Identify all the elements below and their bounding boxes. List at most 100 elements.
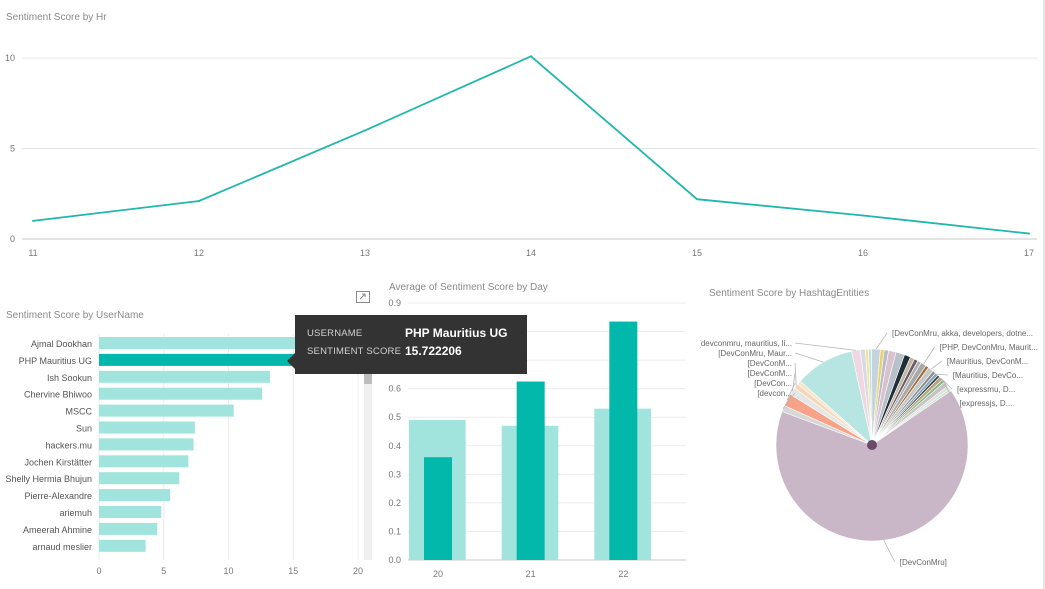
hashtag-leader-line (794, 362, 797, 387)
hashtag-leader-line (794, 342, 856, 351)
hr-data-point (530, 55, 532, 58)
hashtag-slice (871, 388, 952, 446)
day-y-tick-label: 0.9 (388, 298, 401, 308)
username-category-label: Ameerah Ahmine (23, 525, 92, 535)
username-x-tick-label: 10 (223, 566, 233, 576)
username-category-label: hackers.mu (45, 440, 92, 450)
hashtag-leader-line (923, 346, 935, 365)
hashtag-leader-line (786, 382, 796, 401)
hashtag-leader-line (875, 332, 888, 350)
hr-x-tick-label: 13 (360, 248, 370, 258)
username-bar (99, 455, 189, 468)
username-bar (99, 353, 303, 366)
bar-chart-scrollbar[interactable] (364, 340, 372, 560)
username-category-label: Pierre-Alexandre (24, 491, 92, 501)
hashtag-slice-label: [DevCon... (754, 379, 792, 388)
username-bar (99, 404, 234, 417)
username-bar (99, 522, 158, 535)
hr-x-tick-label: 14 (526, 248, 536, 258)
hashtag-leader-line (940, 378, 953, 390)
hr-y-tick-label: 10 (5, 53, 15, 63)
username-bar (99, 438, 194, 451)
day-y-tick-label: 0.4 (388, 441, 401, 451)
username-bar (99, 387, 263, 400)
username-category-label: MSCC (66, 407, 93, 417)
username-category-label: arnaud meslier (32, 542, 92, 552)
username-chart-title: Sentiment Score by UserName (6, 310, 144, 321)
hashtag-leader-line (782, 392, 796, 409)
hr-data-point (862, 214, 864, 217)
pie-center-dot (867, 440, 877, 450)
hashtag-slice-label: [Mauritius, DevConM... (947, 357, 1028, 366)
day-x-tick-label: 21 (526, 569, 536, 579)
hashtag-pie-chart[interactable]: [devconmru, mauritius, li...[DevConMru, … (700, 300, 1043, 589)
day-x-tick-label: 22 (618, 569, 628, 579)
username-bar (99, 337, 346, 349)
hashtag-slice-label: [DevConMru, Maur... (718, 349, 792, 358)
bar-chart-scroll-thumb[interactable] (364, 372, 372, 384)
hashtag-slice-label: [DevConM... (748, 359, 792, 368)
username-category-label: ariemuh (59, 508, 92, 518)
hr-x-tick-label: 17 (1024, 248, 1034, 258)
day-bar (424, 457, 452, 560)
page-edge-divider (1043, 0, 1045, 589)
hr-data-point (198, 200, 200, 203)
hashtag-leader-line (943, 380, 955, 404)
tooltip-username-value: PHP Mauritius UG (405, 326, 508, 340)
hr-data-point (1028, 232, 1030, 235)
username-bar (99, 370, 270, 383)
username-x-tick-label: 15 (288, 566, 298, 576)
username-x-tick-label: 0 (96, 566, 101, 576)
focus-mode-icon[interactable] (356, 291, 370, 303)
hashtag-leader-line (930, 360, 943, 370)
day-bar (516, 381, 545, 560)
day-chart-title: Average of Sentiment Score by Day (389, 282, 548, 293)
hashtag-slice-label: [DevConMru] (900, 558, 947, 567)
username-bar (99, 539, 146, 552)
username-category-label: Shelly Hermia Bhujun (5, 474, 92, 484)
tooltip-score-value: 15.722206 (405, 344, 462, 358)
hr-y-tick-label: 0 (10, 234, 15, 244)
hashtag-slice-label: [devcon... (757, 389, 792, 398)
bar-tooltip: USERNAME PHP Mauritius UG SENTIMENT SCOR… (287, 315, 527, 374)
day-y-tick-label: 0.6 (388, 384, 401, 394)
day-bar (609, 321, 638, 560)
day-y-tick-label: 0.5 (388, 412, 401, 422)
username-bar (99, 506, 162, 518)
username-bar (99, 489, 171, 502)
username-bar (99, 472, 180, 485)
hr-y-tick-label: 5 (10, 144, 15, 154)
username-x-tick-label: 20 (353, 566, 363, 576)
username-category-label: Sun (76, 424, 92, 434)
hr-x-tick-label: 12 (194, 248, 204, 258)
tooltip-pointer (287, 353, 295, 369)
hr-series-line (32, 55, 1030, 235)
username-category-label: Ish Sookun (47, 373, 92, 383)
hr-x-tick-label: 16 (858, 248, 868, 258)
hashtag-slice-label: [Mauritius, DevCo... (953, 371, 1023, 380)
username-x-tick-label: 5 (161, 566, 166, 576)
day-y-tick-label: 0.2 (388, 498, 401, 508)
day-y-tick-label: 0.1 (388, 526, 401, 536)
hashtag-slice-label: [DevConMru, akka, developers, dotne... (892, 329, 1033, 338)
hr-x-tick-label: 15 (692, 248, 702, 258)
hr-x-tick-label: 11 (28, 248, 37, 258)
username-bar-chart[interactable]: 0 5 10 15 20 Ajmal Dookhan PHP Mauritius UG Ish… (0, 330, 372, 589)
day-y-tick-label: 0.3 (388, 469, 401, 479)
username-category-label: Jochen Kirstätter (24, 457, 92, 467)
username-category-label: Ajmal Dookhan (31, 339, 92, 349)
hashtag-leader-line (936, 373, 948, 376)
hashtag-slice-label: [expressmu, D... (957, 385, 1015, 394)
day-y-tick-label: 0.0 (388, 555, 401, 565)
username-bar (99, 421, 195, 434)
day-x-tick-label: 20 (433, 569, 443, 579)
hr-chart-title: Sentiment Score by Hr (6, 12, 107, 23)
hr-data-point (696, 198, 698, 201)
username-category-label: PHP Mauritius UG (19, 356, 92, 366)
tooltip-score-label: SENTIMENT SCORE (307, 345, 402, 357)
hashtag-slice-label: [expressjs, D... (959, 399, 1012, 408)
hashtag-leader-line (794, 352, 824, 363)
hr-data-point (32, 219, 34, 222)
hashtag-slice-label: [DevConM... (748, 369, 792, 378)
hr-line-chart[interactable]: 0 5 10 11 12 13 14 15 16 17 (0, 40, 1045, 265)
